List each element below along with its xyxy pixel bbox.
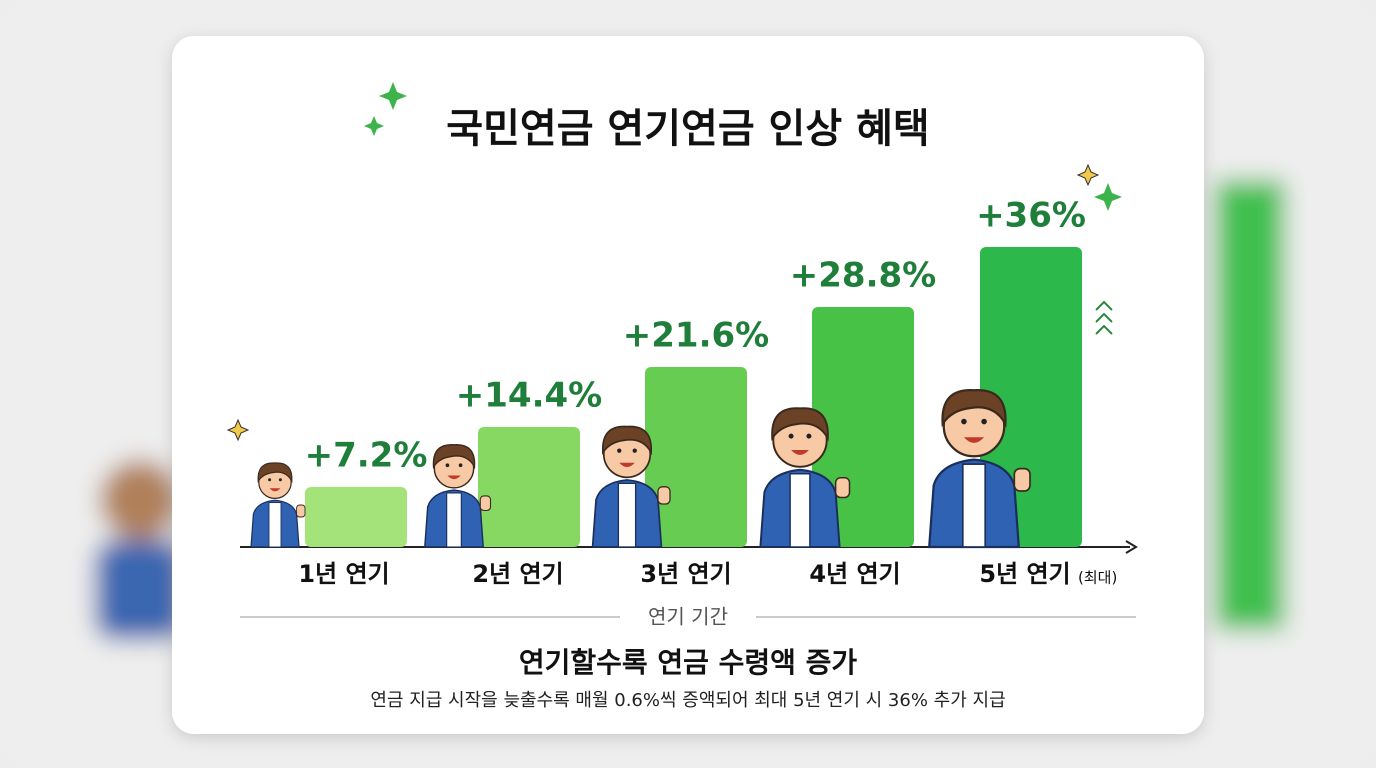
character-shirt [617,482,637,548]
value-label: +21.6% [623,316,769,356]
bar [478,427,580,547]
x-tick-label: 3년 연기 [640,560,731,588]
character-thumb [296,504,306,518]
character-eye [278,478,282,482]
character-eye [445,463,450,468]
subtitle: 연기할수록 연금 수령액 증가 [519,646,858,679]
character-hair [941,389,1007,428]
category-note: (최대) [1078,569,1117,587]
character-hair [432,444,476,470]
character-eye [788,433,794,439]
character-shirt [268,502,282,548]
character-thumb [657,486,671,505]
character-eye [617,448,622,453]
bar [305,487,407,547]
character [759,407,851,548]
character-smile [619,462,635,468]
character-thumb [834,476,851,499]
character [591,425,671,548]
character-hair [602,425,652,456]
x-tick-label: 4년 연기 [809,560,900,588]
value-label: +36% [976,196,1086,236]
value-label: +14.4% [456,376,602,416]
character-eye [458,463,463,468]
character-shirt [961,463,987,548]
character-smile [791,449,809,455]
character-thumb [479,495,492,512]
character [927,389,1031,549]
x-axis-label: 연기 기간 [648,605,728,629]
x-tick-label: 1년 연기 [298,560,389,588]
x-tick-label: 5년 연기 [979,560,1070,588]
character [250,462,306,548]
character-eye [268,478,272,482]
character-shirt [789,472,811,548]
axis-arrow [1125,540,1138,554]
character-smile [447,475,461,480]
bar [645,367,747,547]
character-eye [632,448,637,453]
note: 연금 지급 시작을 늦출수록 매월 0.6%씩 증액되어 최대 5년 연기 시 … [370,690,1005,711]
character [424,444,492,548]
value-label: +7.2% [305,436,428,476]
character-eye [806,433,812,439]
sparkles [226,82,1122,442]
character-eye [961,418,967,425]
character-hair [771,407,829,442]
character-smile [269,488,281,492]
value-label: +28.8% [790,256,936,296]
character-smile [963,437,985,443]
character-eye [981,418,987,425]
character-thumb [1013,467,1031,492]
x-tick-label: 2년 연기 [472,560,563,588]
character-shirt [446,492,462,548]
character-hair [257,462,293,484]
chart-title: 국민연금 연기연금 인상 혜택 [446,106,929,152]
